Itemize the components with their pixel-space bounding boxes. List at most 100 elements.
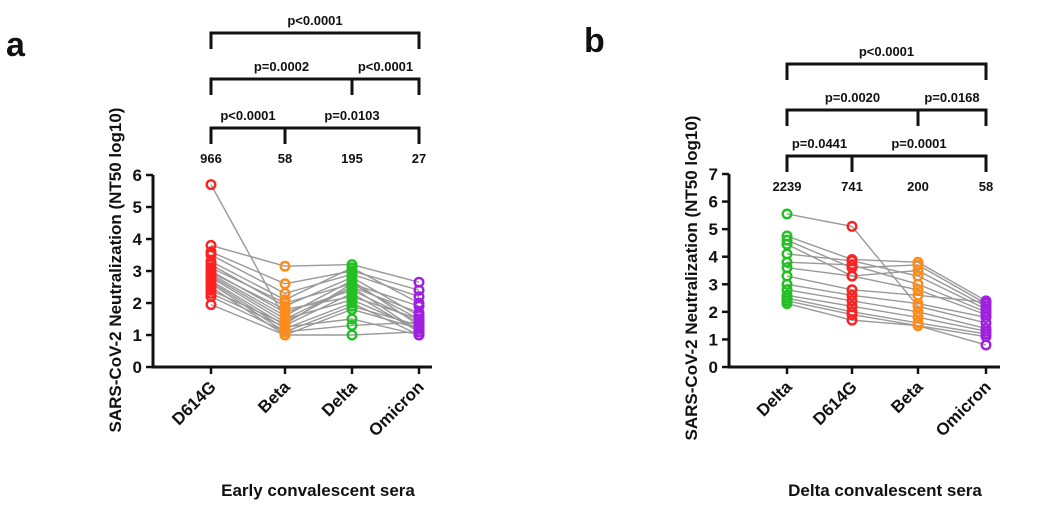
panel-a-gmt-label: 27 [412, 151, 426, 166]
panel-a-y-tick-label: 0 [133, 358, 142, 377]
panel-a-y-tick-label: 3 [133, 262, 142, 281]
panel-a-significance-bracket [283, 126, 421, 144]
panel-b-data-point [980, 296, 992, 308]
panel-a-gmt-label: 195 [341, 151, 363, 166]
panel-b-significance-bracket [916, 108, 988, 126]
panel-b-x-axis-title: Delta convalescent sera [788, 481, 982, 500]
panel-b-data-point [846, 220, 858, 232]
panel-b-p-value-label: p=0.0441 [792, 136, 847, 151]
panel-b-y-tick-label: 2 [709, 303, 718, 322]
panel-b-paired-line [786, 283, 987, 319]
panel-a-y-tick-label: 1 [133, 326, 142, 345]
panel-a-gmt-label: 58 [278, 151, 292, 166]
panel-a-data-point [413, 300, 425, 312]
panel-b-data-point [912, 265, 924, 277]
panel-b-data-point [912, 306, 924, 318]
panel-b-paired-line [786, 267, 987, 316]
panel-b-data-point [912, 284, 924, 296]
panel-b-y-tick-label: 1 [709, 330, 718, 349]
panel-b-p-value-label: p=0.0020 [825, 90, 880, 105]
panel-a-y-tick-label: 6 [133, 166, 142, 185]
panel-b-y-tick-label: 4 [709, 248, 719, 267]
panel-b-paired-line [786, 235, 987, 302]
panel-a-significance-bracket [350, 77, 421, 95]
panel-a-paired-line [210, 273, 420, 326]
panel-b-y-tick-label: 0 [709, 358, 718, 377]
panel-a-category-label: Delta [318, 377, 361, 420]
panel-b-paired-line [786, 239, 987, 305]
panel-b-data-point [846, 284, 858, 296]
panel-a-p-value-label: p<0.0001 [220, 108, 275, 123]
panel-b-gmt-label: 741 [841, 179, 863, 194]
panel-b-data-point [781, 298, 793, 310]
panel-a-data-point [346, 278, 358, 290]
panel-b-p-value-label: p=0.0168 [924, 90, 979, 105]
panel-b-data-point [846, 309, 858, 321]
panel-a-paired-line [210, 282, 420, 325]
panel-a-paired-line [210, 260, 420, 304]
panel-a-y-axis-title: SARS-CoV-2 Neutralization (NT50 log10) [106, 108, 125, 433]
panel-a-significance-bracket [209, 31, 421, 49]
panel-b-significance-bracket [785, 154, 854, 172]
panel-b-data-point [846, 270, 858, 282]
panel-b-gmt-label: 58 [979, 179, 993, 194]
panel-a-label: a [6, 26, 26, 64]
panel-b-paired-line [786, 275, 987, 303]
panel-a-data-point [413, 326, 425, 338]
panel-b-paired-line [786, 297, 987, 335]
panel-a-category-label: Omicron [365, 377, 428, 440]
panel-a-paired-line [210, 267, 420, 307]
panel-a-paired-line [210, 270, 420, 323]
panel-b-data-point [781, 234, 793, 246]
panel-a-y-tick-label: 4 [133, 230, 143, 249]
panel-b-y-tick-label: 3 [709, 275, 718, 294]
panel-a-x-axis-title: Early convalescent sera [221, 481, 415, 500]
panel-a-gmt-label: 966 [200, 151, 222, 166]
panel-b-data-point [912, 259, 924, 271]
panel-b-p-value-label: p<0.0001 [859, 44, 914, 59]
panel-b-plot: 0 1 2 3 4 5 6 7 Delta D614G Beta Omicron 2239 741 200 5… [709, 44, 1000, 440]
panel-b-paired-line [786, 289, 987, 330]
panel-b-data-point [846, 314, 858, 326]
panel-b-category-label: Omicron [932, 377, 995, 440]
panel-a-paired-line [210, 254, 420, 298]
panel-b-paired-line [786, 243, 987, 307]
panel-b-data-point [980, 339, 992, 351]
panel-b-label: b [584, 22, 605, 60]
panel-a-p-value-label: p<0.0001 [358, 59, 413, 74]
panel-b-gmt-label: 200 [907, 179, 929, 194]
panel-b-y-tick-label: 5 [709, 220, 718, 239]
panel-a-p-value-label: p=0.0002 [254, 59, 309, 74]
panel-b-significance-bracket [785, 62, 988, 80]
panel-b-significance-bracket [850, 154, 988, 172]
panel-a-p-value-label: p=0.0103 [324, 108, 379, 123]
panel-a-significance-bracket [209, 77, 354, 95]
panel-b-y-tick-label: 6 [709, 193, 718, 212]
panel-a-p-value-label: p<0.0001 [287, 13, 342, 28]
panel-b-paired-line [786, 302, 987, 346]
panel-a-y-tick-label: 5 [133, 198, 142, 217]
panel-a-significance-bracket [209, 126, 287, 144]
panel-b-data-point [781, 208, 793, 220]
panel-a-plot: 0 1 2 3 4 5 6 D614G Beta Delta Omicron 966 58 195 27 p<… [133, 13, 432, 440]
panel-b-paired-line [786, 294, 987, 332]
panel-b-data-point [912, 278, 924, 290]
panel-a-y-tick-label: 2 [133, 294, 142, 313]
panel-a-data-point [279, 329, 291, 341]
panel-b-y-tick-label: 7 [709, 165, 718, 184]
panel-b-data-point [846, 255, 858, 267]
panel-b-paired-line [786, 300, 987, 338]
panel-a-data-point [346, 313, 358, 325]
panel-a-paired-line [210, 280, 420, 333]
panel-b-significance-bracket [785, 108, 920, 126]
panel-b-y-axis-title: SARS-CoV-2 Neutralization (NT50 log10) [682, 116, 701, 441]
panel-a-data-point [205, 299, 217, 311]
panel-a-paired-line [210, 292, 420, 336]
panel-a-data-point [413, 284, 425, 296]
panel-b-category-label: D614G [809, 377, 861, 429]
panel-a-paired-line [210, 286, 420, 336]
panel-a-paired-line [210, 283, 420, 333]
panel-b-gmt-label: 2239 [773, 179, 802, 194]
panel-b-paired-line [786, 253, 987, 310]
